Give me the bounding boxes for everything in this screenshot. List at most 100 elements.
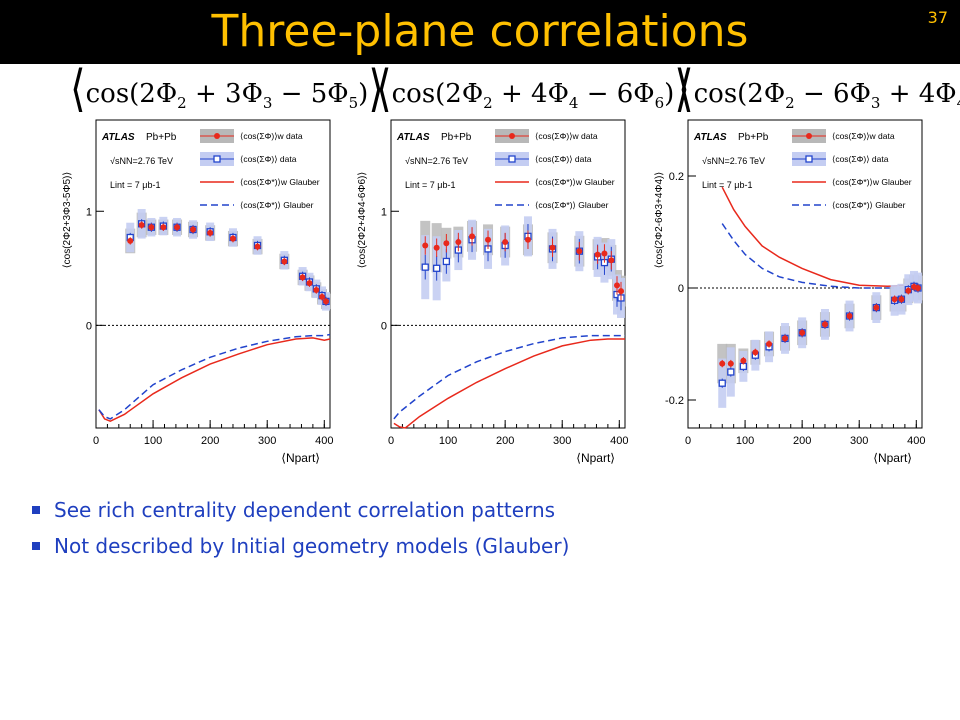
x-tick-label: 100 bbox=[736, 435, 754, 447]
bullet-text: See rich centrality dependent correlatio… bbox=[54, 498, 556, 522]
data-point-red bbox=[299, 274, 306, 281]
data-point-red bbox=[915, 285, 922, 291]
legend-lumi: Lint = 7 μb-1 bbox=[405, 180, 455, 190]
data-point-red bbox=[323, 298, 330, 305]
x-tick-label: 400 bbox=[315, 435, 333, 447]
data-point-red bbox=[576, 248, 583, 255]
legend-entry-label: ⟨cos(ΣΦ*)⟩ Glauber bbox=[535, 200, 609, 210]
data-point-red bbox=[485, 236, 492, 243]
glauber-weighted-curve bbox=[98, 337, 331, 423]
glauber-curve bbox=[393, 334, 625, 420]
y-tick-label: -0.2 bbox=[665, 395, 684, 407]
legend-system: Pb+Pb bbox=[441, 132, 472, 143]
formula-3: ⟨cos(2Φ2 − 6Φ3 + 4Φ4)⟩ bbox=[678, 60, 960, 118]
x-tick-label: 400 bbox=[907, 435, 925, 447]
bullet-item: See rich centrality dependent correlatio… bbox=[32, 492, 569, 528]
data-point-red bbox=[138, 221, 145, 228]
data-point-red bbox=[422, 242, 429, 249]
square-bullet-icon bbox=[32, 506, 40, 514]
data-point-red bbox=[207, 229, 214, 236]
data-point-red bbox=[594, 251, 601, 258]
data-point-blue bbox=[718, 379, 726, 387]
data-point-red bbox=[719, 360, 726, 367]
data-point-red bbox=[174, 224, 181, 231]
bullet-item: Not described by Initial geometry models… bbox=[32, 528, 569, 564]
data-point-red bbox=[160, 224, 167, 231]
y-tick-label: 0 bbox=[86, 320, 92, 332]
data-point-red bbox=[443, 240, 450, 247]
legend-marker-blue bbox=[508, 155, 516, 163]
legend-lumi: Lint = 7 μb-1 bbox=[110, 180, 160, 190]
legend-experiment: ATLAS bbox=[693, 132, 727, 143]
right-angle-bracket: ⟩ bbox=[368, 60, 384, 118]
data-point-red bbox=[524, 236, 531, 243]
data-point-red bbox=[254, 243, 261, 250]
data-point-red bbox=[433, 244, 440, 251]
data-point-blue bbox=[421, 263, 429, 271]
legend-marker-blue bbox=[213, 155, 221, 163]
data-point-red bbox=[891, 296, 898, 303]
data-point-red bbox=[799, 329, 806, 336]
data-point-red bbox=[766, 341, 773, 347]
left-angle-bracket: ⟨ bbox=[678, 60, 694, 118]
y-tick-label: 0 bbox=[381, 320, 387, 332]
data-point-blue bbox=[442, 257, 451, 266]
data-point-red bbox=[190, 226, 197, 233]
legend-entry-label: ⟨cos(ΣΦ*)⟩ Glauber bbox=[240, 200, 314, 210]
left-angle-bracket: ⟨ bbox=[70, 60, 86, 118]
bullet-list: See rich centrality dependent correlatio… bbox=[32, 492, 569, 564]
data-point-red bbox=[618, 288, 625, 295]
page-number: 37 bbox=[927, 8, 948, 27]
legend-marker-red bbox=[509, 133, 515, 139]
x-tick-label: 100 bbox=[144, 435, 162, 447]
plot-frame bbox=[95, 119, 331, 429]
title-bar bbox=[0, 0, 960, 64]
glauber-curve bbox=[721, 223, 920, 289]
data-point-red bbox=[281, 258, 288, 265]
legend-entry-label: ⟨cos(ΣΦ*)⟩w Glauber bbox=[832, 177, 912, 187]
data-point-red bbox=[846, 313, 853, 319]
data-point-red bbox=[873, 304, 880, 311]
y-tick-label: 0.2 bbox=[669, 171, 684, 183]
data-point-red bbox=[752, 349, 759, 356]
bullet-text: Not described by Initial geometry models… bbox=[54, 534, 570, 558]
legend-experiment: ATLAS bbox=[396, 132, 430, 143]
x-tick-label: 300 bbox=[553, 435, 571, 447]
x-tick-label: 300 bbox=[258, 435, 276, 447]
y-axis-label: ⟨cos(2Φ2-6Φ3+4Φ4)⟩ bbox=[654, 172, 665, 269]
right-angle-bracket: ⟩ bbox=[674, 60, 690, 118]
data-point-red bbox=[306, 280, 313, 287]
legend-entry-label: ⟨cos(ΣΦ)⟩ data bbox=[240, 154, 297, 164]
data-point-blue bbox=[433, 264, 441, 272]
x-axis-label: ⟨Npart⟩ bbox=[576, 451, 615, 465]
data-point-red bbox=[740, 357, 747, 364]
legend-entry-label: ⟨cos(ΣΦ)⟩w data bbox=[832, 131, 895, 141]
chart-panel-2: 0 100 200 300 400 0 1 ⟨Npart⟩ ⟨cos(2Φ2+4Φ4-6Φ6)⟩… bbox=[357, 119, 628, 465]
y-axis-label: ⟨cos(2Φ2+3Φ3-5Φ5)⟩ bbox=[62, 172, 73, 269]
x-tick-label: 400 bbox=[610, 435, 628, 447]
legend-marker-blue bbox=[805, 155, 813, 163]
data-point-red bbox=[502, 239, 509, 246]
legend-energy: √sNN=2.76 TeV bbox=[405, 156, 468, 166]
legend-experiment: ATLAS bbox=[101, 132, 135, 143]
legend-marker-red bbox=[214, 133, 220, 139]
legend-energy: √sNN=2.76 TeV bbox=[702, 156, 765, 166]
data-point-red bbox=[319, 293, 326, 300]
data-point-red bbox=[229, 235, 236, 242]
y-tick-label: 1 bbox=[86, 206, 92, 218]
data-point-red bbox=[727, 360, 734, 367]
legend-entry-label: ⟨cos(ΣΦ)⟩ data bbox=[535, 154, 592, 164]
plot-frame bbox=[390, 119, 626, 429]
legend-entry-label: ⟨cos(ΣΦ*)⟩w Glauber bbox=[240, 177, 320, 187]
x-tick-label: 200 bbox=[793, 435, 811, 447]
x-tick-label: 200 bbox=[201, 435, 219, 447]
legend-energy: √sNN=2.76 TeV bbox=[110, 156, 173, 166]
legend-entry-label: ⟨cos(ΣΦ)⟩w data bbox=[535, 131, 598, 141]
slide-title: Three-plane correlations bbox=[211, 6, 749, 57]
glauber-curve bbox=[98, 333, 331, 420]
formula-2: ⟨cos(2Φ2 + 4Φ4 − 6Φ6)⟩ bbox=[376, 60, 690, 118]
x-tick-label: 0 bbox=[685, 435, 691, 447]
x-tick-label: 300 bbox=[850, 435, 868, 447]
data-point-red bbox=[148, 224, 155, 231]
y-axis-label: ⟨cos(2Φ2+4Φ4-6Φ6)⟩ bbox=[357, 172, 368, 269]
